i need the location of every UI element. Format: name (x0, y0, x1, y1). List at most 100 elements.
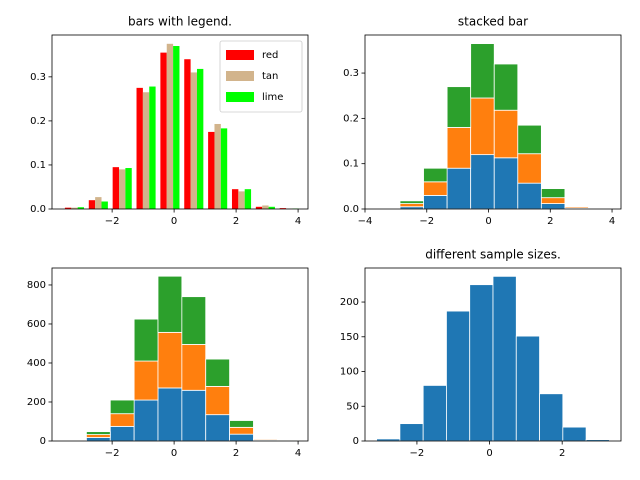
y-tick-label: 200 (27, 397, 46, 408)
x-tick-label: −2 (419, 216, 434, 227)
bar (540, 188, 566, 199)
y-tick-label: 0.3 (343, 68, 359, 79)
bar (423, 195, 448, 210)
y-tick-label: 800 (27, 280, 46, 291)
bar (208, 131, 215, 209)
y-tick-label: 0.3 (30, 72, 46, 83)
bar (101, 201, 108, 209)
y-tick-label: 200 (340, 297, 359, 308)
y-tick-label: 0 (40, 436, 46, 447)
bar (229, 426, 254, 435)
chart-title: bars with legend. (128, 15, 232, 29)
bar (133, 360, 159, 401)
bar (229, 433, 254, 442)
bar (181, 344, 207, 391)
bar (86, 431, 111, 435)
y-tick-label: 0.1 (30, 160, 46, 171)
y-tick-label: 0 (353, 436, 359, 447)
legend-label: lime (262, 92, 283, 103)
y-tick-label: 100 (340, 367, 359, 378)
bar (196, 68, 204, 209)
bar (173, 46, 180, 209)
bar (214, 123, 221, 209)
bar (95, 197, 102, 209)
x-tick-label: 4 (295, 448, 301, 459)
bar (109, 399, 135, 415)
x-tick-label: 2 (559, 448, 565, 459)
bar (64, 207, 72, 209)
y-tick-label: 0.2 (30, 116, 46, 127)
bar (220, 128, 228, 209)
x-tick-label: 0 (171, 448, 177, 459)
x-tick-label: 0 (171, 216, 177, 227)
bar (109, 413, 135, 427)
bar (446, 167, 472, 210)
x-tick-label: −2 (410, 448, 425, 459)
bar (205, 414, 230, 442)
bar (205, 358, 230, 387)
bar (88, 200, 96, 209)
bar (184, 59, 191, 210)
bar (517, 153, 542, 184)
bar (517, 182, 542, 210)
bar (244, 189, 252, 209)
legend-label: tan (262, 71, 278, 82)
bar (470, 97, 495, 156)
x-tick-label: 2 (233, 448, 239, 459)
legend-label: red (262, 50, 278, 61)
bar (86, 437, 111, 442)
bar (133, 399, 159, 442)
bar (539, 393, 564, 442)
x-tick-label: −2 (105, 448, 120, 459)
bar (125, 168, 132, 209)
bar (136, 87, 143, 209)
bar (399, 203, 424, 208)
bar (268, 206, 275, 209)
x-tick-label: 0 (485, 216, 491, 227)
axes-frame (364, 267, 622, 442)
bar (493, 109, 519, 159)
x-tick-label: −4 (358, 216, 373, 227)
bar (157, 275, 183, 333)
bar (562, 426, 587, 442)
y-tick-label: 150 (340, 332, 359, 343)
x-tick-label: 4 (609, 216, 615, 227)
x-tick-label: 0 (486, 448, 492, 459)
chart-title: different sample sizes. (425, 248, 561, 262)
axes-frame (51, 267, 309, 442)
bar (112, 167, 120, 209)
bar (119, 169, 126, 209)
bar (399, 423, 424, 442)
bar (86, 434, 111, 438)
y-tick-label: 600 (27, 319, 46, 330)
y-tick-label: 0.0 (343, 204, 359, 215)
bar (492, 275, 517, 442)
x-tick-label: 2 (233, 216, 239, 227)
bar (205, 385, 230, 416)
y-tick-label: 0.2 (343, 113, 359, 124)
bar (446, 310, 471, 442)
x-tick-label: 2 (547, 216, 553, 227)
bar (157, 387, 183, 442)
bar (399, 200, 424, 204)
bar (190, 72, 197, 209)
axes-frame (51, 34, 309, 210)
bar (166, 43, 174, 210)
bar (142, 92, 150, 209)
y-tick-label: 50 (346, 401, 359, 412)
bar (181, 296, 207, 345)
bar (229, 420, 254, 428)
bar (149, 86, 156, 209)
bar (423, 181, 448, 196)
bar (279, 208, 287, 209)
bar (470, 43, 495, 99)
legend-swatch (226, 92, 254, 102)
bar (160, 52, 167, 209)
bar (181, 389, 207, 442)
bar (515, 335, 540, 442)
bar (423, 167, 448, 183)
bar (540, 197, 566, 204)
bar (446, 127, 472, 169)
bar (238, 191, 245, 209)
